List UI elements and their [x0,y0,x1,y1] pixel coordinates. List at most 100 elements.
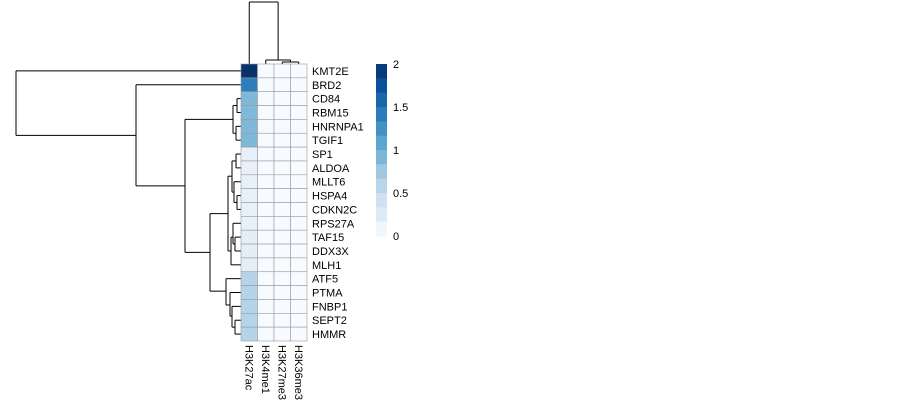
heatmap-cell [240,216,258,231]
heatmap-cell [273,257,291,273]
heatmap-cell [290,326,308,342]
legend-color-band [376,221,387,237]
legend-color-band [376,207,387,223]
heatmap-cell [240,160,258,176]
heatmap-cell [290,257,308,273]
heatmap-cell [273,188,291,203]
heatmap-cell [290,216,308,231]
legend-tick-label: 0 [393,231,399,243]
heatmap-cell [290,229,308,245]
row-label: TGIF1 [312,135,343,147]
heatmap-cell [273,91,291,106]
row-label: RPS27A [312,218,355,230]
heatmap-cell [240,229,258,245]
heatmap-cell [290,77,308,92]
heatmap-cell [240,202,258,217]
row-label: SP1 [312,149,333,161]
heatmap-cell [290,91,308,106]
heatmap-cell [290,105,308,120]
heatmap-cell [240,63,258,79]
column-labels: H3K27ac H3K4me1 H3K27me3 H3K36me3 [242,345,304,400]
legend-tick-label: 0.5 [393,188,408,200]
heatmap-cell [273,119,291,134]
heatmap-cell [240,326,258,342]
heatmap-cell [240,312,258,328]
heatmap-cell [257,326,275,342]
row-label: HMMR [312,329,346,341]
row-label: FNBP1 [312,301,347,313]
legend-color-band [376,193,387,208]
legend-tick-label: 1.5 [393,102,408,114]
heatmap-cell [257,160,275,176]
heatmap-cell [290,202,308,217]
heatmap-cell [257,285,275,300]
row-label: HNRNPA1 [312,121,364,133]
row-label: ATF5 [312,274,338,286]
heatmap-cell [257,119,275,134]
heatmap-cell [257,257,275,273]
heatmap-cell [290,119,308,134]
heatmap-cell [257,63,275,79]
legend-color-band [376,135,387,151]
heatmap-cell [257,188,275,203]
heatmap-cell [273,63,291,79]
column-label: H3K27me3 [275,345,287,400]
legend-tick-label: 2 [393,59,399,71]
row-label: ALDOA [312,163,350,175]
heatmap-cell [240,132,258,148]
heatmap-cell [240,188,258,203]
row-label: RBM15 [312,107,349,119]
heatmap-cell [257,91,275,106]
legend-color-band [376,107,387,122]
heatmap-cell [240,91,258,106]
heatmap-cell [257,105,275,120]
heatmap-cell [257,312,275,328]
legend-color-band [376,64,387,79]
heatmap-cell [290,312,308,328]
heatmap-cell [290,285,308,300]
legend-tick-label: 1 [393,145,399,157]
heatmap-cell [257,216,275,231]
heatmap-cell [273,285,291,300]
legend-color-band [376,78,387,94]
color-legend: 2 1.5 1 0.5 0 [376,59,408,243]
heatmap-cell [257,299,275,314]
column-dendrogram [248,1,300,64]
heatmap-cell [290,160,308,176]
heatmap-cell [273,146,291,162]
legend-color-band [376,121,387,137]
heatmap-cell [240,243,258,259]
heatmap-cell [240,271,258,286]
heatmap-cell [273,202,291,217]
legend-color-band [376,92,387,108]
heatmap-cell [257,271,275,286]
heatmap-cell [257,132,275,148]
heatmap-cell [240,77,258,92]
heatmap-cell [273,132,291,148]
heatmap-cell [273,312,291,328]
heatmap-cell [257,77,275,92]
heatmap-cell [257,243,275,259]
row-label: CDKN2C [312,204,357,216]
heatmap-cell [273,243,291,259]
heatmap-cell [273,77,291,92]
heatmap-cell [257,146,275,162]
legend-color-band [376,178,387,194]
heatmap-cell [273,229,291,245]
row-label: BRD2 [312,80,341,92]
heatmap-cell [273,216,291,231]
heatmap-cell [240,299,258,314]
column-label: H3K27ac [242,345,254,391]
column-label: H3K4me1 [259,345,271,394]
heatmap-cell [290,299,308,314]
heatmap-cell [290,146,308,162]
heatmap-cell [273,299,291,314]
heatmap-cell [273,105,291,120]
row-label: CD84 [312,94,340,106]
row-label: SEPT2 [312,315,347,327]
row-label: HSPA4 [312,191,347,203]
heatmap-cell [240,174,258,189]
row-label: MLLT6 [312,177,345,189]
row-dendrogram [15,70,241,335]
